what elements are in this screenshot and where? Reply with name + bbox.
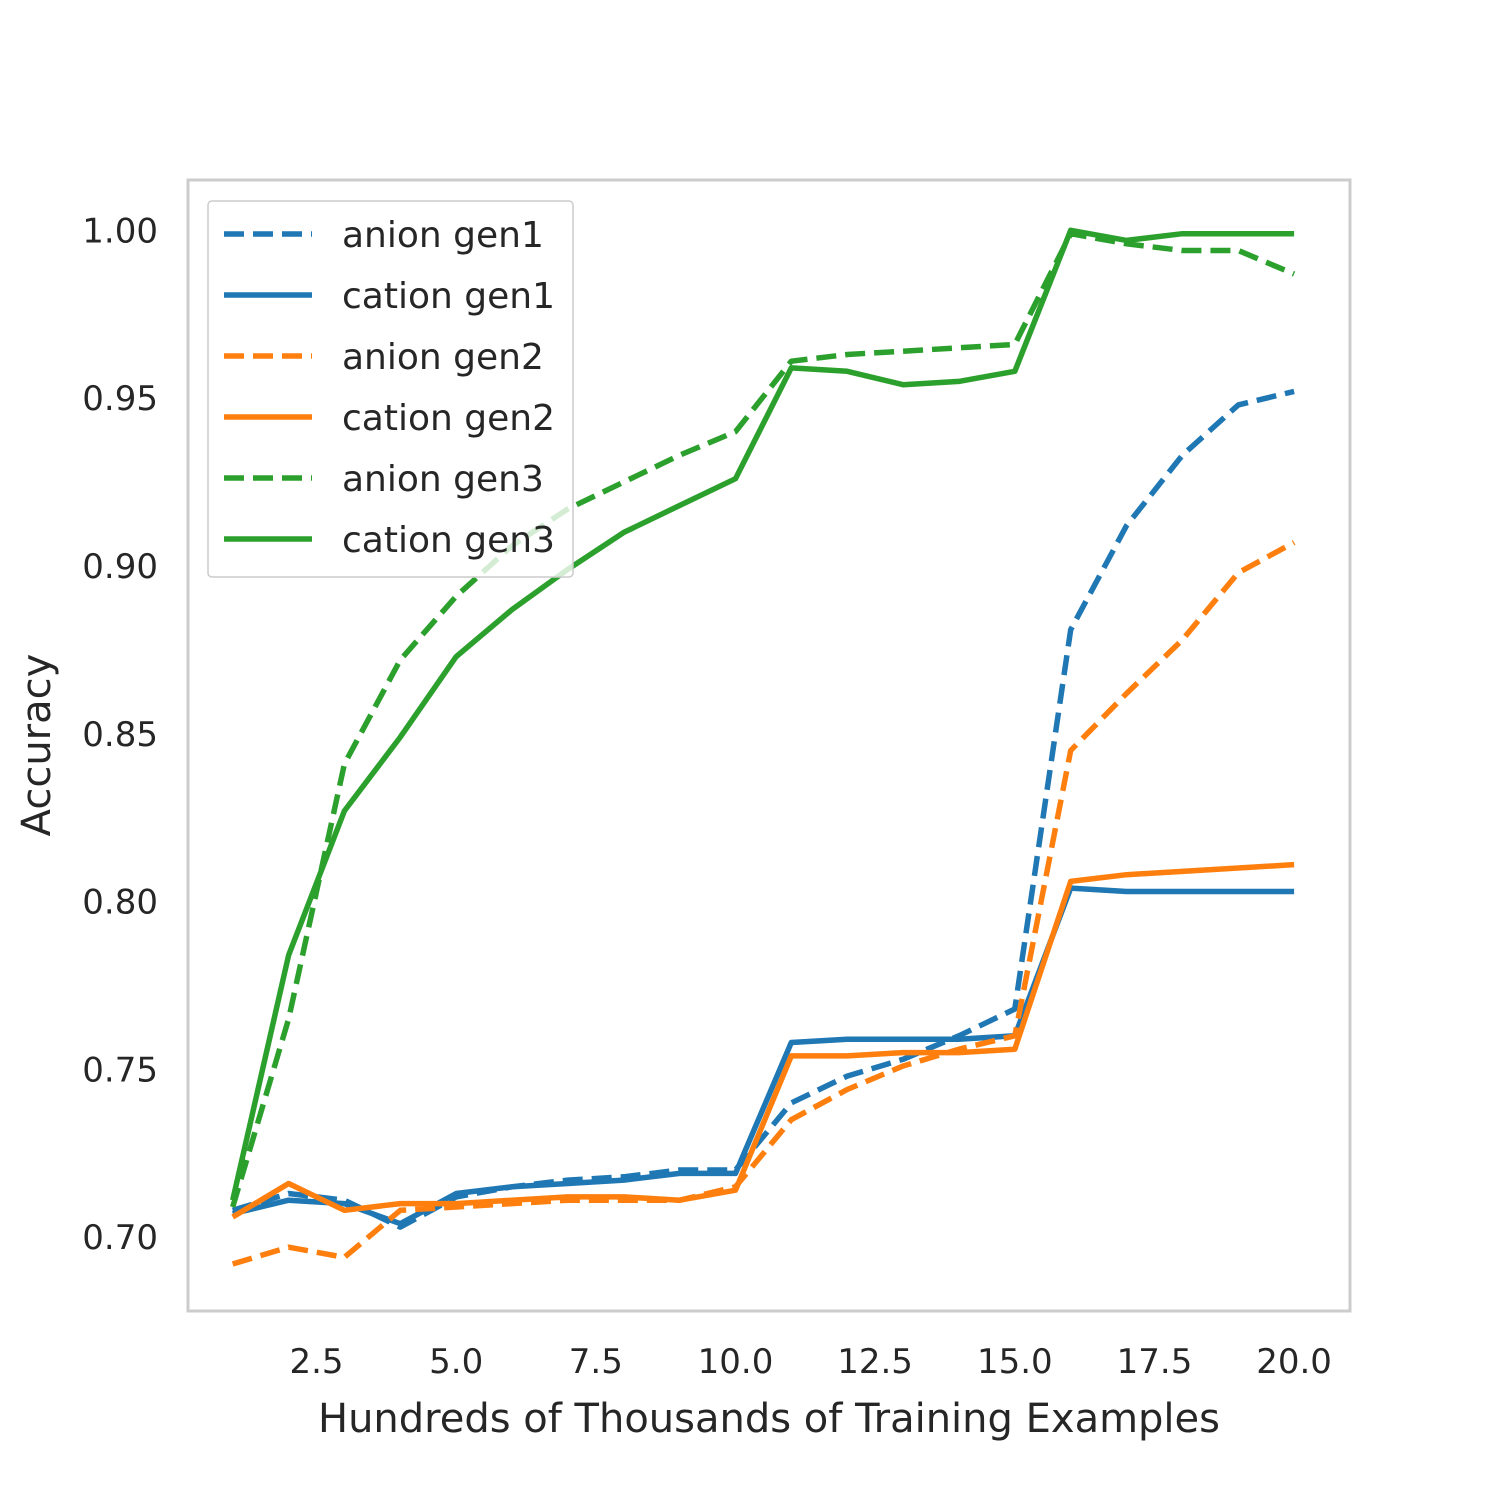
x-tick-label: 2.5 bbox=[289, 1342, 343, 1382]
y-tick-labels: 0.70 0.75 0.80 0.85 0.90 0.95 1.00 bbox=[82, 211, 158, 1258]
x-tick-label: 10.0 bbox=[698, 1342, 774, 1382]
legend-label: anion gen1 bbox=[342, 215, 544, 256]
x-tick-label: 20.0 bbox=[1256, 1342, 1332, 1382]
legend-label: anion gen3 bbox=[342, 459, 544, 500]
y-tick-label: 0.70 bbox=[82, 1218, 158, 1258]
legend-label: cation gen3 bbox=[342, 520, 555, 561]
series-lines bbox=[230, 227, 1296, 1267]
x-tick-label: 12.5 bbox=[837, 1342, 913, 1382]
y-axis-label: Accuracy bbox=[14, 654, 60, 837]
series-line-anion-gen3 bbox=[230, 230, 1296, 1208]
series-line-cation-gen2 bbox=[231, 861, 1295, 1220]
series-line-cation-gen3 bbox=[230, 227, 1295, 1201]
legend-label: cation gen1 bbox=[342, 276, 555, 317]
legend: anion gen1 cation gen1 anion gen2 cation ge… bbox=[207, 200, 574, 578]
x-tick-label: 15.0 bbox=[977, 1342, 1053, 1382]
legend-label: anion gen2 bbox=[342, 337, 544, 378]
series-line-anion-gen2 bbox=[231, 540, 1296, 1267]
series-line-anion-gen1 bbox=[231, 388, 1295, 1230]
x-tick-label: 5.0 bbox=[429, 1342, 483, 1382]
y-tick-label: 1.00 bbox=[82, 211, 158, 251]
x-axis-label: Hundreds of Thousands of Training Exampl… bbox=[318, 1396, 1220, 1442]
x-tick-label: 17.5 bbox=[1117, 1342, 1193, 1382]
y-tick-label: 0.75 bbox=[82, 1050, 158, 1090]
y-tick-label: 0.95 bbox=[82, 379, 158, 419]
plot-frame bbox=[186, 178, 1352, 1313]
legend-label: cation gen2 bbox=[342, 398, 555, 439]
y-tick-label: 0.85 bbox=[82, 715, 158, 755]
x-tick-label: 7.5 bbox=[569, 1342, 623, 1382]
y-tick-label: 0.80 bbox=[82, 883, 158, 923]
y-tick-label: 0.90 bbox=[82, 547, 158, 587]
series-line-cation-gen1 bbox=[232, 885, 1295, 1227]
x-tick-labels: 2.5 5.0 7.5 10.0 12.5 15.0 17.5 20.0 bbox=[289, 1342, 1331, 1382]
